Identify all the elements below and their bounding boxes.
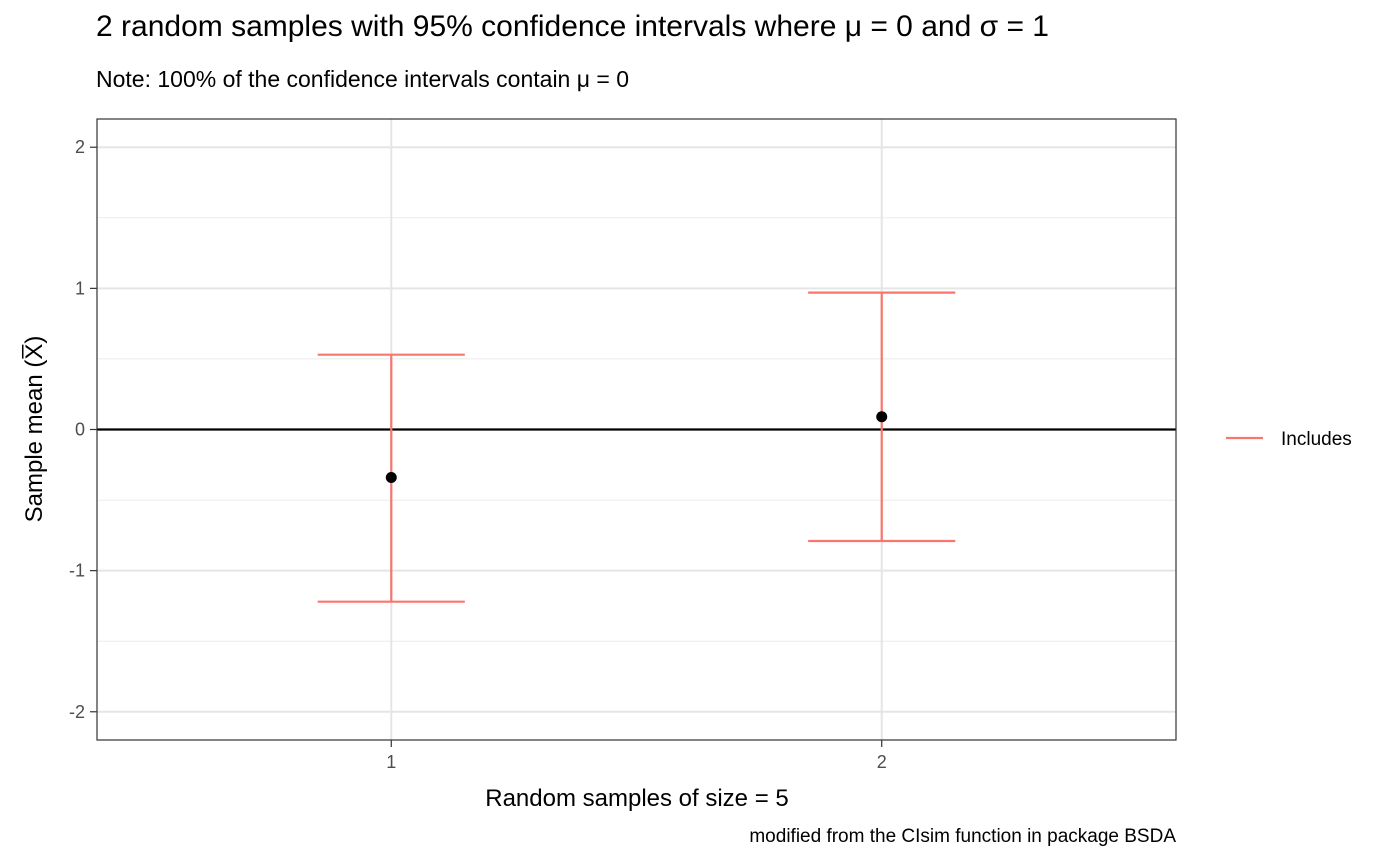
y-tick-label: 1 <box>75 278 85 298</box>
sample-mean-point-2 <box>876 411 888 423</box>
y-tick-label: 2 <box>75 137 85 157</box>
y-tick-label: -2 <box>69 702 85 722</box>
sample-mean-point-1 <box>385 471 397 483</box>
chart-caption: modified from the CIsim function in pack… <box>749 826 1176 847</box>
grid-lines <box>97 119 1176 740</box>
y-tick-label: -1 <box>69 561 85 581</box>
chart-title: 2 random samples with 95% confidence int… <box>96 10 1049 43</box>
x-axis-title: Random samples of size = 5 <box>485 785 788 812</box>
y-tick-label: 0 <box>75 420 85 440</box>
chart-subtitle: Note: 100% of the confidence intervals c… <box>96 66 629 92</box>
x-tick-label: 1 <box>386 752 396 772</box>
y-axis-title: Sample mean (X̅) <box>21 336 48 523</box>
legend-label-includes: Includes <box>1281 429 1352 450</box>
axes: -2 -1 0 1 2 1 2 <box>69 137 887 772</box>
error-bars <box>317 291 956 603</box>
legend: Includes <box>1226 429 1352 450</box>
x-tick-label: 2 <box>877 752 887 772</box>
